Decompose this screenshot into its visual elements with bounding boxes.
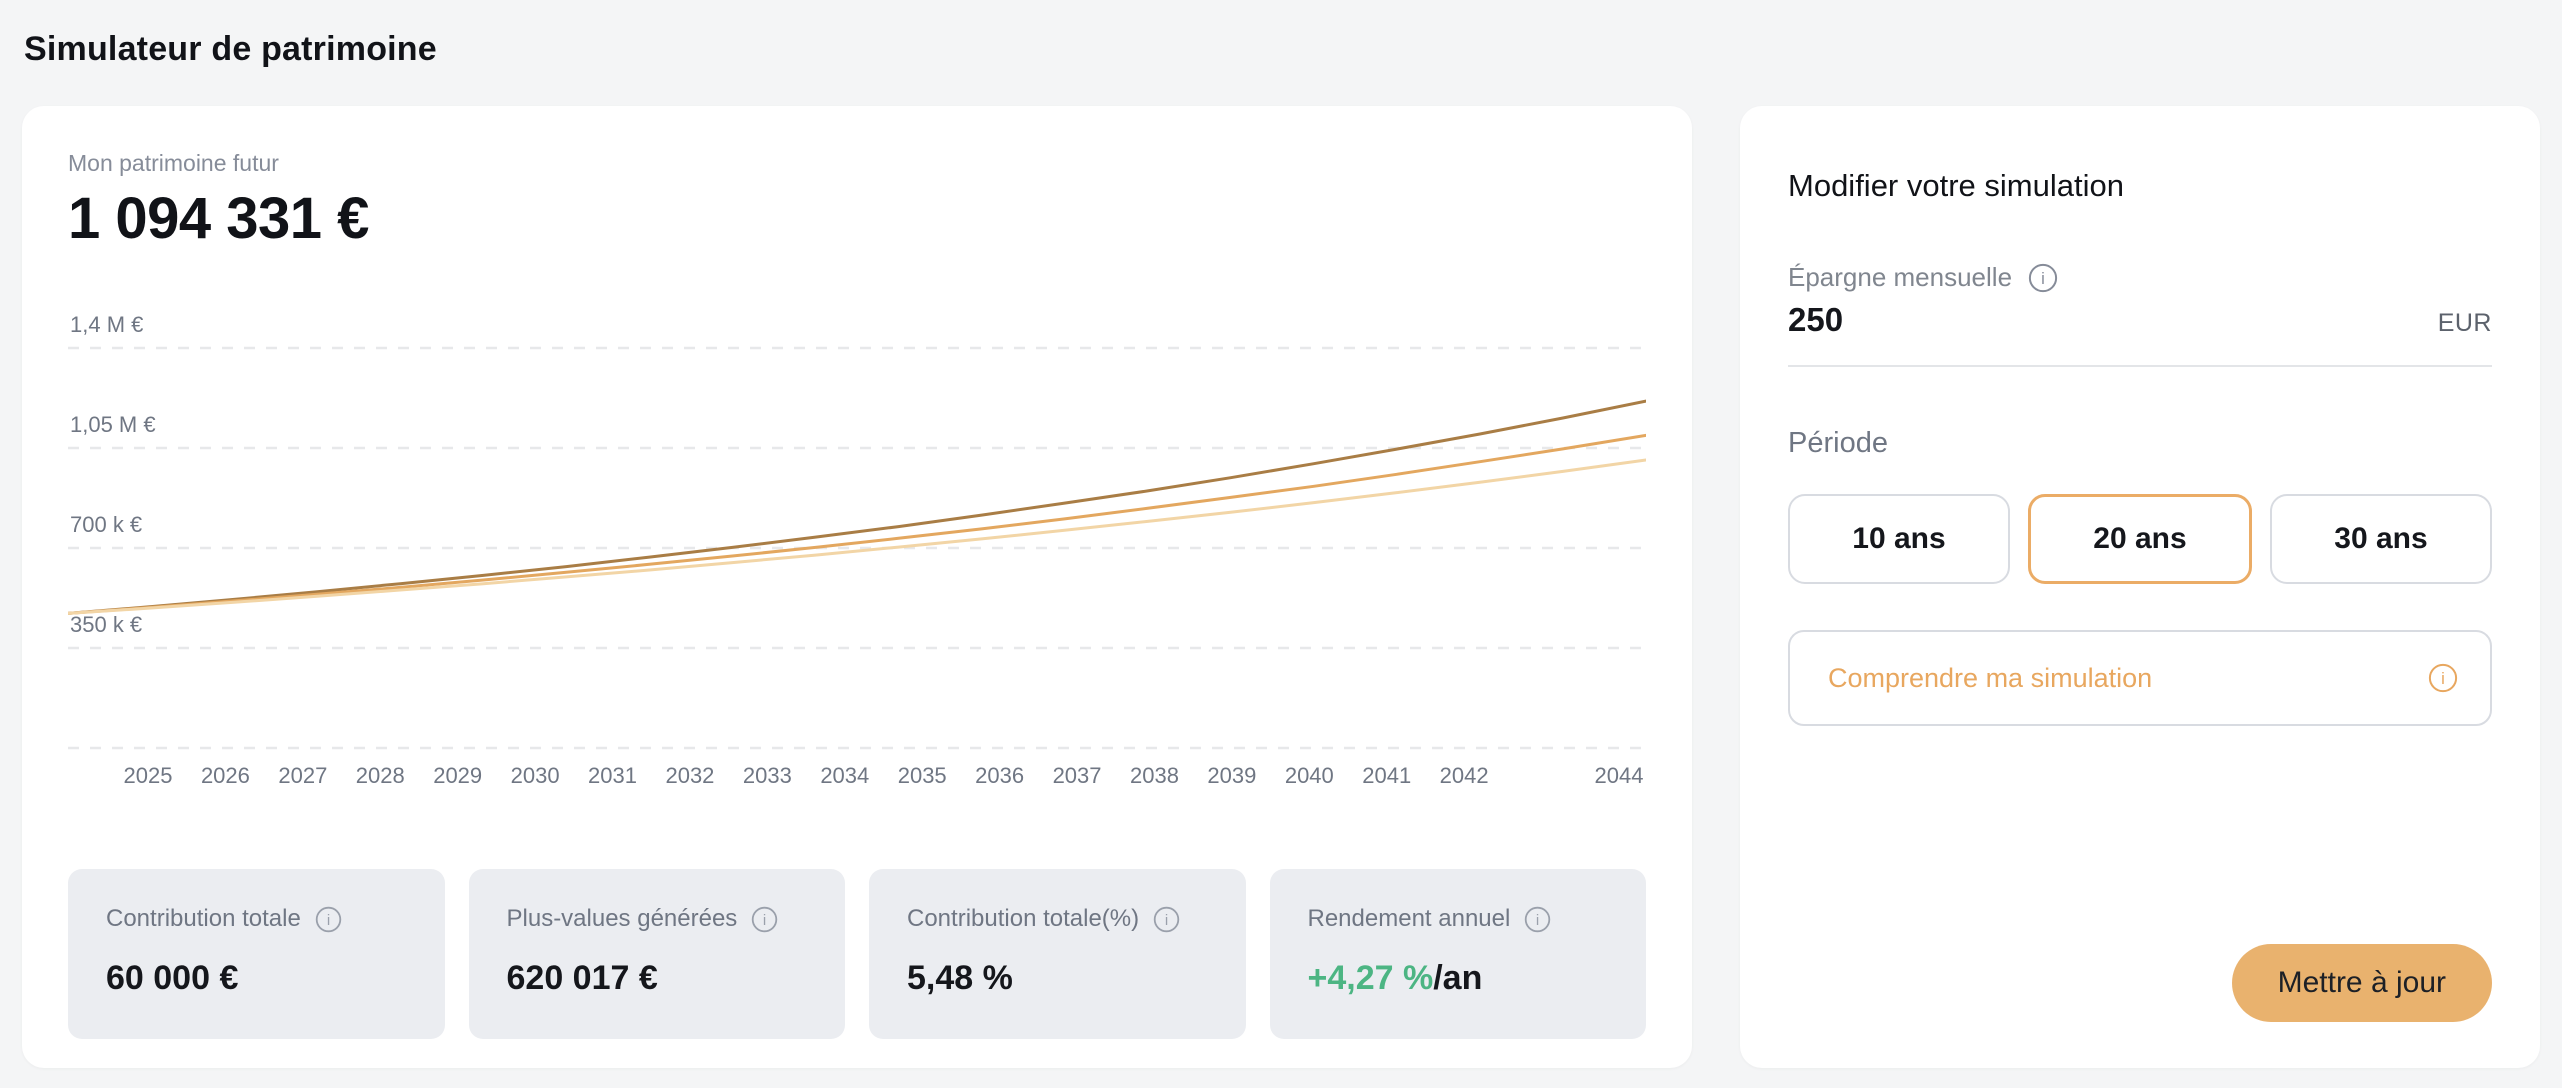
update-button[interactable]: Mettre à jour bbox=[2232, 944, 2492, 1022]
simulation-panel: Modifier votre simulation Épargne mensue… bbox=[1740, 106, 2540, 1068]
x-axis-tick-label: 2042 bbox=[1440, 763, 1489, 788]
period-option-10-ans[interactable]: 10 ans bbox=[1788, 494, 2010, 584]
x-axis-tick-label: 2031 bbox=[588, 763, 637, 788]
svg-text:i: i bbox=[327, 912, 330, 929]
simulation-panel-title: Modifier votre simulation bbox=[1788, 168, 2492, 204]
stat-label: Contribution totale(%) bbox=[907, 905, 1139, 933]
monthly-savings-label: Épargne mensuelle bbox=[1788, 262, 2012, 293]
x-axis-tick-label: 2033 bbox=[743, 763, 792, 788]
x-axis-tick-label: 2039 bbox=[1207, 763, 1256, 788]
info-icon[interactable]: i bbox=[1524, 906, 1551, 933]
svg-text:i: i bbox=[2041, 269, 2045, 288]
x-axis-tick-label: 2032 bbox=[665, 763, 714, 788]
x-axis-tick-label: 2036 bbox=[975, 763, 1024, 788]
page-title: Simulateur de patrimoine bbox=[0, 0, 2562, 69]
x-axis-tick-label: 2029 bbox=[433, 763, 482, 788]
info-icon[interactable]: i bbox=[2028, 263, 2058, 293]
x-axis-tick-label: 2044 bbox=[1595, 763, 1644, 788]
stat-label: Plus-values générées bbox=[507, 905, 738, 933]
future-wealth-label: Mon patrimoine futur bbox=[68, 150, 1646, 177]
x-axis-tick-label: 2041 bbox=[1362, 763, 1411, 788]
currency-label: EUR bbox=[2438, 309, 2492, 338]
wealth-chart: 1,4 M € 1,05 M € 700 k € 350 k € 2025 2026 202… bbox=[68, 298, 1646, 803]
x-axis-tick-label: 2038 bbox=[1130, 763, 1179, 788]
svg-text:i: i bbox=[1536, 912, 1539, 929]
chart-line-scenario-bas bbox=[68, 460, 1646, 613]
main-content: Mon patrimoine futur 1 094 331 € 1,4 M €… bbox=[0, 106, 2562, 1068]
stat-card-plus-values: Plus-values générées i 620 017 € bbox=[469, 869, 846, 1039]
understand-simulation-label: Comprendre ma simulation bbox=[1828, 663, 2152, 694]
svg-text:i: i bbox=[1165, 912, 1168, 929]
x-axis-tick-label: 2035 bbox=[898, 763, 947, 788]
x-axis-tick-label: 2037 bbox=[1053, 763, 1102, 788]
stat-value: 620 017 € bbox=[507, 959, 810, 998]
info-icon: i bbox=[2428, 663, 2458, 693]
chart-line-scenario-haut bbox=[68, 401, 1646, 613]
stat-value-highlight: +4,27 %/an bbox=[1308, 959, 1611, 998]
info-icon[interactable]: i bbox=[1153, 906, 1180, 933]
y-axis-tick-label: 1,4 M € bbox=[70, 312, 143, 337]
period-options: 10 ans 20 ans 30 ans bbox=[1788, 494, 2492, 584]
stat-card-contribution-pct: Contribution totale(%) i 5,48 % bbox=[869, 869, 1246, 1039]
chart-line-scenario-median bbox=[68, 435, 1646, 613]
y-axis-tick-label: 700 k € bbox=[70, 512, 142, 537]
stat-label: Rendement annuel bbox=[1308, 905, 1511, 933]
stat-card-contribution: Contribution totale i 60 000 € bbox=[68, 869, 445, 1039]
x-axis-tick-label: 2034 bbox=[820, 763, 869, 788]
stat-value: 5,48 % bbox=[907, 959, 1210, 998]
monthly-savings-input[interactable] bbox=[1788, 301, 2188, 339]
stats-row: Contribution totale i 60 000 € Plus-valu… bbox=[68, 869, 1646, 1039]
y-axis-tick-label: 350 k € bbox=[70, 612, 142, 637]
info-icon[interactable]: i bbox=[315, 906, 342, 933]
wealth-card: Mon patrimoine futur 1 094 331 € 1,4 M €… bbox=[22, 106, 1692, 1068]
svg-text:i: i bbox=[2441, 669, 2445, 688]
stat-value: 60 000 € bbox=[106, 959, 409, 998]
monthly-savings-field: EUR bbox=[1788, 301, 2492, 367]
x-axis-tick-label: 2026 bbox=[201, 763, 250, 788]
period-option-20-ans[interactable]: 20 ans bbox=[2028, 494, 2252, 584]
x-axis-tick-label: 2040 bbox=[1285, 763, 1334, 788]
period-label: Période bbox=[1788, 427, 2492, 460]
understand-simulation-button[interactable]: Comprendre ma simulation i bbox=[1788, 630, 2492, 726]
wealth-chart-svg: 1,4 M € 1,05 M € 700 k € 350 k € 2025 2026 202… bbox=[68, 298, 1646, 798]
x-axis-tick-label: 2025 bbox=[124, 763, 173, 788]
info-icon[interactable]: i bbox=[751, 906, 778, 933]
future-wealth-value: 1 094 331 € bbox=[68, 185, 1646, 252]
stat-label: Contribution totale bbox=[106, 905, 301, 933]
period-option-30-ans[interactable]: 30 ans bbox=[2270, 494, 2492, 584]
stat-card-rendement: Rendement annuel i +4,27 %/an bbox=[1270, 869, 1647, 1039]
svg-text:i: i bbox=[763, 912, 766, 929]
x-axis-tick-label: 2027 bbox=[278, 763, 327, 788]
x-axis-tick-label: 2030 bbox=[511, 763, 560, 788]
x-axis-tick-label: 2028 bbox=[356, 763, 405, 788]
y-axis-tick-label: 1,05 M € bbox=[70, 412, 156, 437]
